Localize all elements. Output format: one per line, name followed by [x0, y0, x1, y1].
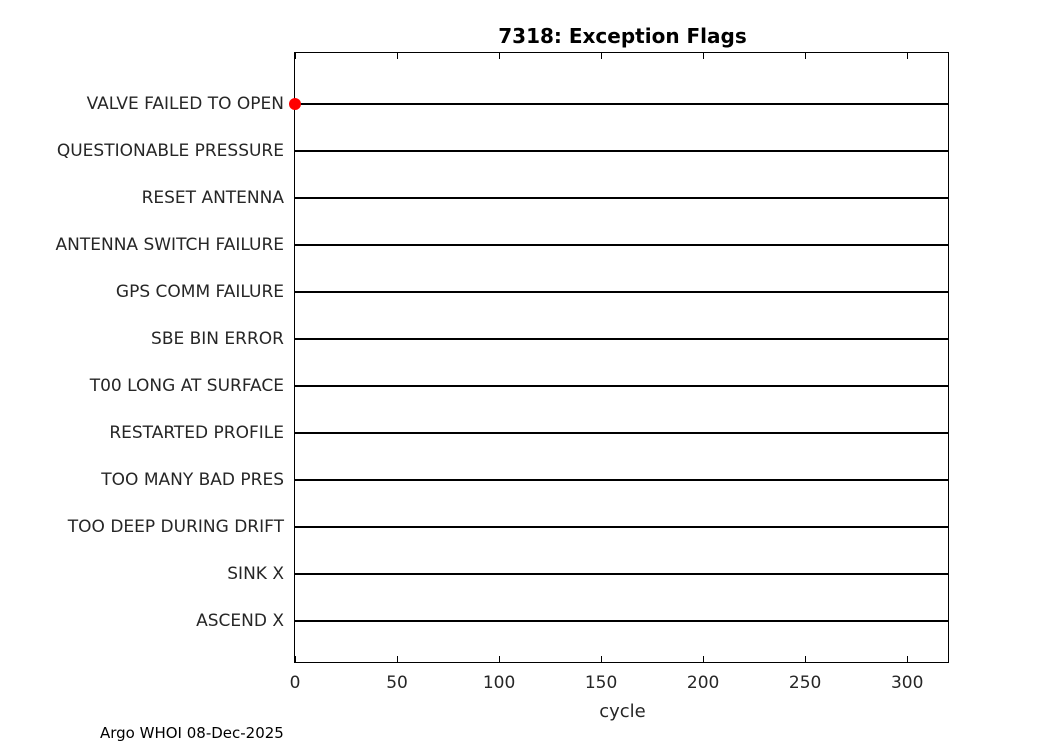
- x-tick-mark-top: [397, 53, 399, 59]
- category-line: [295, 526, 948, 528]
- category-label: GPS COMM FAILURE: [115, 282, 284, 302]
- category-line: [295, 291, 948, 293]
- footer-caption: Argo WHOI 08-Dec-2025: [100, 724, 284, 742]
- x-tick-label: 100: [482, 673, 516, 693]
- category-line: [295, 573, 948, 575]
- category-label: SBE BIN ERROR: [151, 329, 284, 349]
- x-tick-mark-bottom: [907, 656, 909, 662]
- x-tick-label: 300: [890, 673, 924, 693]
- category-label: VALVE FAILED TO OPEN: [86, 94, 284, 114]
- category-line: [295, 244, 948, 246]
- chart-title: 7318: Exception Flags: [498, 24, 747, 48]
- x-tick-mark-bottom: [397, 656, 399, 662]
- x-tick-mark-bottom: [499, 656, 501, 662]
- x-tick-label: 200: [686, 673, 720, 693]
- category-label: T00 LONG AT SURFACE: [89, 376, 284, 396]
- category-line: [295, 338, 948, 340]
- x-tick-label: 50: [386, 673, 408, 693]
- category-label: ANTENNA SWITCH FAILURE: [55, 235, 284, 255]
- x-tick-mark-top: [907, 53, 909, 59]
- category-label: RESTARTED PROFILE: [109, 423, 284, 443]
- category-label: TOO MANY BAD PRES: [101, 470, 284, 490]
- x-tick-mark-bottom: [601, 656, 603, 662]
- category-line: [295, 432, 948, 434]
- x-tick-mark-bottom: [805, 656, 807, 662]
- category-line: [295, 620, 948, 622]
- category-line: [295, 103, 948, 105]
- x-tick-mark-bottom: [703, 656, 705, 662]
- category-label: RESET ANTENNA: [141, 188, 284, 208]
- category-label: SINK X: [227, 564, 284, 584]
- x-tick-mark-top: [499, 53, 501, 59]
- x-tick-mark-top: [703, 53, 705, 59]
- category-line: [295, 385, 948, 387]
- category-label: ASCEND X: [196, 611, 284, 631]
- category-line: [295, 479, 948, 481]
- x-tick-mark-top: [805, 53, 807, 59]
- x-axis-label: cycle: [599, 701, 646, 722]
- x-tick-label: 250: [788, 673, 822, 693]
- category-label: TOO DEEP DURING DRIFT: [67, 517, 284, 537]
- marker-point: [289, 98, 301, 110]
- x-tick-mark-bottom: [295, 656, 296, 662]
- x-tick-mark-top: [295, 53, 296, 59]
- x-tick-mark-top: [601, 53, 603, 59]
- x-tick-label: 150: [584, 673, 618, 693]
- category-label: QUESTIONABLE PRESSURE: [56, 141, 284, 161]
- category-line: [295, 197, 948, 199]
- x-tick-label: 0: [289, 673, 301, 693]
- category-line: [295, 150, 948, 152]
- plot-area: VALVE FAILED TO OPEN QUESTIONABLE PRESSUR…: [56, 52, 949, 693]
